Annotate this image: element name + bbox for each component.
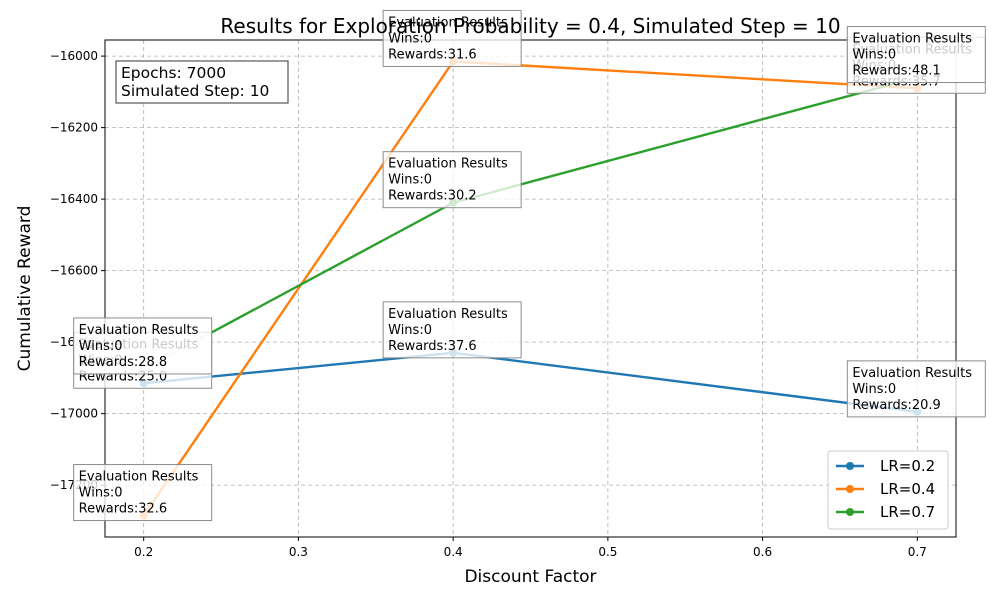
annotation-text: Wins:0 — [852, 382, 896, 397]
annotation-text: Evaluation Results — [388, 15, 508, 30]
annotation-text: Rewards:48.1 — [852, 64, 941, 79]
x-tick-label: 0.2 — [134, 545, 153, 559]
info-box-text: Epochs: 7000 — [121, 64, 226, 82]
legend-label-1: LR=0.4 — [880, 480, 935, 498]
annotation-box — [382, 151, 522, 209]
y-tick-label: −16000 — [50, 49, 98, 63]
annotation-text: Evaluation Results — [79, 470, 199, 485]
annotation-text: Wins:0 — [388, 323, 432, 338]
chart-title: Results for Exploration Probability = 0.… — [220, 14, 840, 38]
annotation-box — [73, 464, 213, 522]
y-tick-label: −16200 — [50, 121, 98, 135]
series-line-1 — [142, 60, 918, 517]
annotation-text: Wins:0 — [388, 173, 432, 188]
x-tick-label: 0.4 — [444, 545, 463, 559]
annotation-text: Evaluation Results — [852, 32, 972, 47]
y-tick-label: −17000 — [50, 407, 98, 421]
legend: LR=0.2 LR=0.4 LR=0.7 — [827, 450, 949, 530]
legend-frame — [827, 450, 949, 530]
annotation-text: Rewards:32.6 — [79, 502, 168, 517]
annotation-text: Wins:0 — [852, 48, 896, 63]
legend-swatch-marker-1 — [846, 485, 854, 493]
x-axis-title: Discount Factor — [464, 567, 596, 587]
y-tick-label: −16400 — [50, 192, 98, 206]
annotation-text: Wins:0 — [79, 486, 123, 501]
annotations: Evaluation ResultsWins:0Rewards:25.0Eval… — [73, 9, 986, 522]
annotation-text: Evaluation Results — [388, 157, 508, 172]
legend-label-0: LR=0.2 — [880, 457, 935, 475]
x-tick-label: 0.5 — [598, 545, 617, 559]
annotation-text: Wins:0 — [388, 31, 432, 46]
annotation-text: Rewards:37.6 — [388, 339, 477, 354]
legend-label-2: LR=0.7 — [880, 503, 935, 521]
annotation-text: Rewards:31.6 — [388, 47, 477, 62]
legend-swatch-marker-0 — [846, 462, 854, 470]
annotation-box — [382, 301, 522, 359]
legend-swatch-marker-2 — [846, 508, 854, 516]
annotation-box — [846, 26, 986, 84]
series-line-0 — [143, 351, 918, 414]
annotation-text: Evaluation Results — [388, 307, 508, 322]
x-tick-label: 0.6 — [753, 545, 772, 559]
annotation-box — [846, 360, 986, 418]
y-axis-title: Cumulative Reward — [15, 206, 35, 372]
y-tick-label: −16600 — [50, 264, 98, 278]
annotation-text: Wins:0 — [79, 339, 123, 354]
plot-area — [104, 39, 957, 538]
annotation-box — [73, 317, 213, 375]
grid — [105, 40, 956, 537]
info-box-frame — [115, 60, 289, 104]
annotation-text: Evaluation Results — [852, 366, 972, 381]
annotation-text: Rewards:30.2 — [388, 189, 477, 204]
annotation-text: Rewards:28.8 — [79, 355, 168, 370]
series-line-2 — [143, 76, 918, 371]
info-box-text: Simulated Step: 10 — [121, 82, 269, 100]
annotation-box — [382, 9, 522, 67]
x-tick-label: 0.7 — [908, 545, 927, 559]
x-tick-label: 0.3 — [289, 545, 308, 559]
annotation-text: Rewards:20.9 — [852, 398, 941, 413]
series-lines — [139, 57, 922, 520]
annotation-text: Evaluation Results — [79, 323, 199, 338]
